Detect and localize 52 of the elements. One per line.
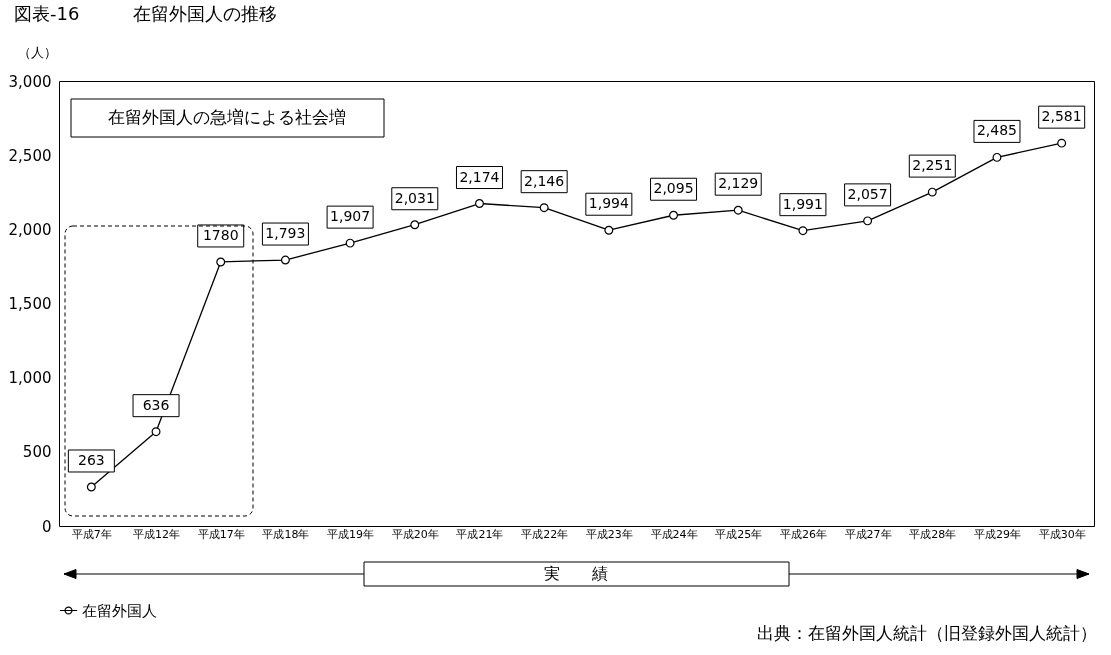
point xyxy=(86,482,96,492)
x-tick-label: 平成23年 xyxy=(585,527,633,541)
point xyxy=(280,255,290,265)
x-tick-label: 平成18年 xyxy=(262,527,310,541)
legend-label: 在留外国人 xyxy=(82,601,157,620)
x-tick-label: 平成26年 xyxy=(779,527,827,541)
x-tick-label: 平成25年 xyxy=(715,527,763,541)
x-tick-label: 平成21年 xyxy=(456,527,504,541)
annotation: 在留外国人の急増による社会増 xyxy=(108,107,346,127)
y-tick-label: 1,000 xyxy=(8,369,52,388)
x-tick-label: 平成22年 xyxy=(521,527,569,541)
x-tick-label: 平成27年 xyxy=(844,527,892,541)
point xyxy=(992,152,1002,162)
data-label: 636 xyxy=(142,396,170,413)
text: 実 績 xyxy=(544,564,608,583)
data-label: 2,057 xyxy=(847,185,888,202)
x-tick-label: 平成12年 xyxy=(133,527,181,541)
y-tick-label: 1,500 xyxy=(8,295,52,313)
y-tick-label: 2,000 xyxy=(8,220,52,239)
x-tick-label: 平成7年 xyxy=(71,527,112,541)
x-tick-label: 平成30年 xyxy=(1038,527,1086,541)
data-label: 1780 xyxy=(202,226,239,243)
data-label: 2,031 xyxy=(394,189,435,206)
x-tick-label: 平成28年 xyxy=(909,527,957,541)
source-note: 出典：在留外国人統計（旧登録外国人統計） xyxy=(757,622,1097,645)
point xyxy=(1057,138,1067,148)
y-tick-label: 0 xyxy=(41,517,52,536)
point xyxy=(345,238,355,248)
chart-title: 図表-16 在留外国人の推移 xyxy=(14,3,278,24)
y-tick-label: 500 xyxy=(22,443,52,462)
x-tick-label: 平成20年 xyxy=(391,527,439,541)
x-tick-label: 平成17年 xyxy=(197,527,245,541)
point xyxy=(151,427,161,437)
point xyxy=(733,205,743,215)
x-tick-label: 平成24年 xyxy=(650,527,698,541)
y-axis-title: （人） xyxy=(17,44,57,60)
point xyxy=(927,187,937,197)
point xyxy=(604,225,614,235)
y-tick-label: 2,500 xyxy=(8,146,52,165)
point xyxy=(410,220,420,230)
point xyxy=(863,216,873,226)
data-label: 2,146 xyxy=(524,172,565,189)
data-label: 1,991 xyxy=(782,195,823,212)
point xyxy=(798,226,808,236)
data-label: 263 xyxy=(77,451,105,468)
point xyxy=(539,203,549,213)
point xyxy=(475,199,484,208)
point xyxy=(669,210,678,220)
y-tick-label: 3,000 xyxy=(8,72,52,91)
x-tick-label: 平成19年 xyxy=(327,527,375,541)
point xyxy=(216,257,226,267)
x-tick-label: 平成29年 xyxy=(973,527,1021,541)
